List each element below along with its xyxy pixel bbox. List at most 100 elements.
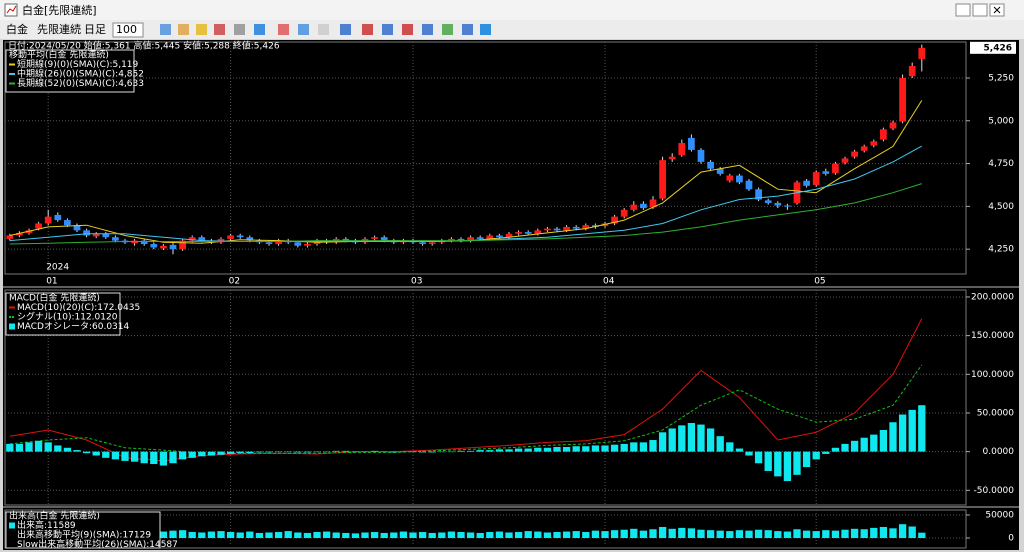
tool-icon[interactable] <box>254 24 265 35</box>
candle-body <box>534 230 542 234</box>
histogram-bar <box>169 451 177 464</box>
histogram-bar <box>178 530 187 539</box>
tool-icon[interactable] <box>402 24 413 35</box>
histogram-bar <box>486 532 494 539</box>
y-tick-label: 50000 <box>985 511 1014 521</box>
tool-icon[interactable] <box>422 24 433 35</box>
histogram-bar <box>466 450 475 452</box>
histogram-bar <box>735 448 744 452</box>
histogram-bar <box>870 434 878 452</box>
y-tick-label: 4,250 <box>988 245 1014 255</box>
y-tick-label: 0.0000 <box>983 447 1015 457</box>
x-tick-label: 04 <box>603 277 615 287</box>
histogram-bar <box>562 531 571 539</box>
indicator-line <box>9 364 923 454</box>
histogram-bar <box>553 532 561 539</box>
candle-body <box>880 129 887 140</box>
histogram-bar <box>236 532 244 539</box>
candle-body <box>16 232 23 236</box>
last-price-label: 5,426 <box>984 43 1012 53</box>
histogram-bar <box>745 530 753 539</box>
tool-icon[interactable] <box>298 24 309 35</box>
histogram-bar <box>754 529 763 539</box>
tool-icon[interactable] <box>382 24 393 35</box>
tool-icon[interactable] <box>196 24 207 35</box>
histogram-bar <box>54 445 62 452</box>
histogram-bar <box>889 422 897 452</box>
app-icon-line <box>6 5 17 14</box>
tool-icon[interactable] <box>340 24 351 35</box>
histogram-bar <box>505 532 513 539</box>
histogram-bar <box>591 445 600 452</box>
period-menu[interactable]: 日足 <box>84 23 106 36</box>
candle-body <box>179 240 186 250</box>
candle-body <box>630 204 638 210</box>
candle-body <box>611 216 618 224</box>
candle-body <box>92 233 100 237</box>
histogram-bar <box>572 531 580 539</box>
histogram-bar <box>370 532 379 539</box>
histogram-bar <box>678 425 686 452</box>
tool-icon[interactable] <box>318 24 329 35</box>
histogram-bar <box>207 451 216 456</box>
histogram-bar <box>543 532 552 539</box>
tool-icon[interactable] <box>462 24 473 35</box>
histogram-bar <box>265 451 273 453</box>
last-price-box <box>970 41 1016 54</box>
histogram-bar <box>639 442 648 452</box>
histogram-bar <box>246 451 254 454</box>
candle-body <box>140 240 148 245</box>
tool-icon[interactable] <box>442 24 453 35</box>
toolbar-bg <box>0 20 1024 39</box>
histogram-bar <box>831 447 840 452</box>
histogram-bar <box>226 532 235 539</box>
tool-icon[interactable] <box>480 24 491 35</box>
tool-icon[interactable] <box>160 24 171 35</box>
histogram-bar <box>159 531 168 539</box>
symbol-menu[interactable]: 白金 <box>6 22 28 36</box>
title-bar-bg <box>0 0 1024 20</box>
histogram-bar <box>918 532 926 539</box>
histogram-bar <box>879 526 888 539</box>
histogram-bar <box>639 530 648 539</box>
tool-icon[interactable] <box>214 24 225 35</box>
histogram-bar <box>342 450 350 452</box>
tool-icon[interactable] <box>362 24 373 35</box>
tool-icon[interactable] <box>278 24 289 35</box>
histogram-bar <box>198 451 206 457</box>
minimize-button[interactable] <box>955 3 971 17</box>
year-label: 2024 <box>46 263 69 273</box>
candle-body <box>227 235 234 239</box>
count-input[interactable] <box>112 22 144 38</box>
candle-body <box>784 205 791 207</box>
macd-pane <box>4 289 967 506</box>
tool-icon[interactable] <box>234 24 245 35</box>
candle-body <box>736 175 743 183</box>
candle-body <box>294 242 302 246</box>
chart-area <box>3 40 1019 550</box>
candle-body <box>544 228 551 231</box>
candle-body <box>563 226 570 231</box>
candle-body <box>649 199 657 208</box>
histogram-bar <box>390 451 398 453</box>
candle-body <box>419 242 426 245</box>
histogram-bar <box>322 451 331 453</box>
histogram-bar <box>802 451 811 468</box>
candle-body <box>73 225 81 231</box>
ohlc-info: 日付:2024/05/20 始値:5,361 高値:5,445 安値:5,288… <box>8 40 280 52</box>
tool-icon[interactable] <box>178 24 189 35</box>
histogram-bar <box>668 528 676 539</box>
histogram-bar <box>783 531 792 539</box>
candle-body <box>35 223 42 229</box>
contract-menu[interactable]: 先限連続 <box>37 22 81 36</box>
histogram-bar <box>774 531 782 539</box>
histogram-bar <box>562 446 571 452</box>
candle-body <box>112 237 119 241</box>
legend-box <box>5 292 121 336</box>
candle-body <box>822 171 830 174</box>
histogram-bar <box>649 529 657 539</box>
candle-body <box>812 172 820 185</box>
maximize-button[interactable] <box>972 3 988 17</box>
candle-body <box>755 189 762 200</box>
